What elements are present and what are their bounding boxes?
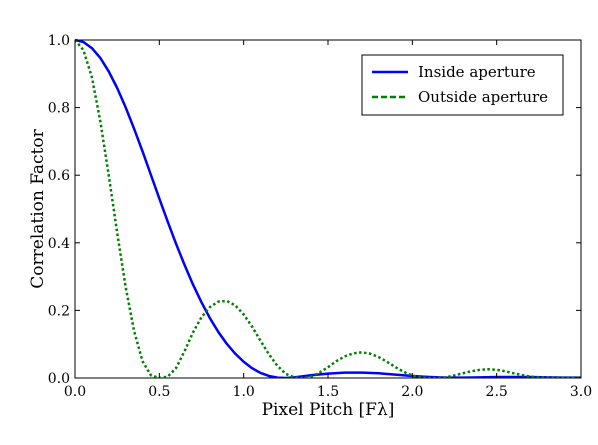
x-axis-label: Pixel Pitch [Fλ] <box>262 400 395 420</box>
y-tick-label: 0.8 <box>48 101 70 117</box>
legend-label-1: Outside aperture <box>418 88 548 106</box>
ticks-layer <box>74 39 582 379</box>
x-tick-label: 0.0 <box>64 384 86 400</box>
y-tick-label: 0.2 <box>48 303 70 319</box>
legend-box <box>361 54 564 116</box>
x-tick-label: 1.0 <box>233 384 255 400</box>
plot-area <box>74 38 582 379</box>
x-tick-label: 0.5 <box>148 384 170 400</box>
legend: Inside aperture Outside aperture <box>361 54 564 116</box>
legend-label-0: Inside aperture <box>418 63 536 81</box>
x-tick-label: 2.5 <box>486 384 508 400</box>
x-tick-label: 1.5 <box>317 384 339 400</box>
series-layer <box>75 38 581 378</box>
series-line-1 <box>75 39 581 378</box>
y-tick-label: 0.4 <box>48 236 70 252</box>
legend-items: Inside aperture Outside aperture <box>372 63 548 106</box>
x-tick-label: 3.0 <box>570 384 592 400</box>
x-tick-label: 2.0 <box>401 384 423 400</box>
y-tick-label: 1.0 <box>48 33 70 49</box>
y-tick-label: 0.0 <box>48 371 70 387</box>
tick-labels: 0.0 0.5 1.0 1.5 2.0 2.5 3.0 0.0 0.2 0.4 0.6 0.8 1.0 <box>48 33 592 400</box>
y-axis-label: Correlation Factor <box>28 128 48 288</box>
y-tick-label: 0.6 <box>48 168 70 184</box>
series-line-0 <box>75 38 581 378</box>
